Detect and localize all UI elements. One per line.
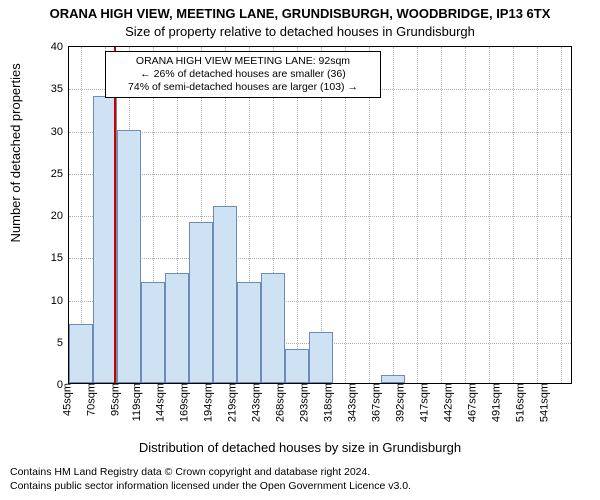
- x-tick-label: 516sqm: [508, 383, 526, 422]
- y-tick-label: 40: [51, 41, 69, 53]
- histogram-bar: [261, 273, 285, 383]
- x-tick-label: 343sqm: [340, 383, 358, 422]
- x-tick-label: 392sqm: [388, 383, 406, 422]
- histogram-bar: [285, 349, 309, 383]
- gridline-v: [513, 47, 514, 383]
- x-tick-label: 95sqm: [103, 383, 121, 416]
- histogram-bar: [141, 282, 165, 383]
- y-tick-label: 30: [51, 126, 69, 138]
- x-tick-label: 169sqm: [172, 383, 190, 422]
- x-tick-label: 318sqm: [316, 383, 334, 422]
- x-tick-label: 268sqm: [268, 383, 286, 422]
- x-tick-label: 144sqm: [148, 383, 166, 422]
- gridline-h: [69, 216, 571, 217]
- x-tick-label: 243sqm: [244, 383, 262, 422]
- y-tick-label: 25: [51, 168, 69, 180]
- x-tick-label: 45sqm: [55, 383, 73, 416]
- y-tick-label: 35: [51, 83, 69, 95]
- x-tick-label: 442sqm: [436, 383, 454, 422]
- histogram-bar: [69, 324, 93, 383]
- y-tick-label: 20: [51, 210, 69, 222]
- gridline-h: [69, 258, 571, 259]
- annotation-line: 74% of semi-detached houses are larger (…: [112, 81, 374, 94]
- x-tick-label: 467sqm: [460, 383, 478, 422]
- gridline-v: [561, 47, 562, 383]
- gridline-v: [537, 47, 538, 383]
- x-tick-label: 194sqm: [196, 383, 214, 422]
- y-axis-label: Number of detached properties: [8, 63, 23, 242]
- attribution-line-1: Contains HM Land Registry data © Crown c…: [10, 466, 370, 478]
- x-tick-label: 541sqm: [532, 383, 550, 422]
- chart-title-sub: Size of property relative to detached ho…: [0, 24, 600, 39]
- y-tick-label: 15: [51, 252, 69, 264]
- histogram-bar: [117, 130, 141, 384]
- histogram-bar: [309, 332, 333, 383]
- histogram-bar: [381, 375, 405, 383]
- gridline-h: [69, 132, 571, 133]
- gridline-v: [393, 47, 394, 383]
- annotation-box: ORANA HIGH VIEW MEETING LANE: 92sqm← 26%…: [105, 51, 381, 98]
- gridline-v: [417, 47, 418, 383]
- y-tick-label: 10: [51, 295, 69, 307]
- histogram-bar: [213, 206, 237, 383]
- x-tick-label: 367sqm: [364, 383, 382, 422]
- histogram-bar: [189, 222, 213, 383]
- x-tick-label: 491sqm: [484, 383, 502, 422]
- x-axis-caption: Distribution of detached houses by size …: [0, 440, 600, 455]
- histogram-bar: [165, 273, 189, 383]
- x-tick-label: 417sqm: [412, 383, 430, 422]
- x-tick-label: 119sqm: [125, 383, 143, 421]
- x-tick-label: 219sqm: [220, 383, 238, 422]
- histogram-bar: [237, 282, 261, 383]
- x-tick-label: 293sqm: [292, 383, 310, 422]
- gridline-v: [441, 47, 442, 383]
- gridline-v: [465, 47, 466, 383]
- x-tick-label: 70sqm: [79, 383, 97, 416]
- annotation-line: ORANA HIGH VIEW MEETING LANE: 92sqm: [112, 55, 374, 68]
- gridline-h: [69, 174, 571, 175]
- y-tick-label: 5: [57, 337, 69, 349]
- chart-title-main: ORANA HIGH VIEW, MEETING LANE, GRUNDISBU…: [0, 6, 600, 21]
- annotation-line: ← 26% of detached houses are smaller (36…: [112, 68, 374, 81]
- gridline-v: [489, 47, 490, 383]
- chart-plot-area: 051015202530354045sqm70sqm95sqm119sqm144…: [68, 46, 572, 384]
- attribution-line-2: Contains public sector information licen…: [10, 480, 411, 492]
